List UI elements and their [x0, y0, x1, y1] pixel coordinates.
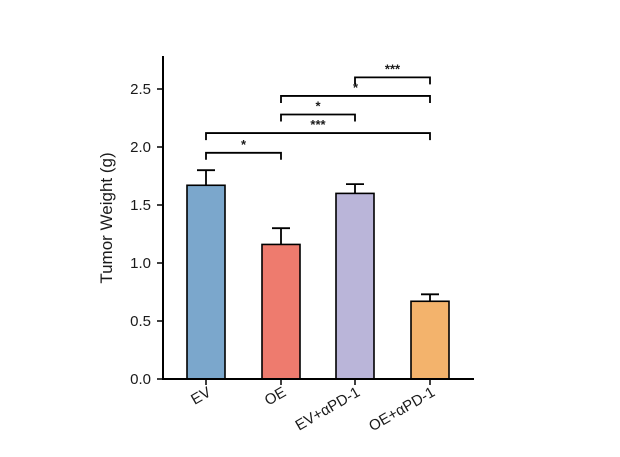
bar-2: [335, 192, 375, 380]
significance-bracket: [280, 95, 431, 103]
y-axis-title: Tumor Weight (g): [97, 152, 116, 283]
x-category-label: EV: [188, 384, 214, 409]
bar-3: [410, 300, 450, 380]
y-tick-label: 1.0: [130, 255, 151, 272]
significance-label: *: [353, 80, 359, 95]
y-tick-label: 1.5: [130, 197, 151, 214]
significance-label: ***: [385, 61, 401, 76]
x-category-label: OE: [262, 384, 289, 410]
significance-bracket: [280, 113, 356, 122]
y-tick-label: 0.0: [130, 371, 151, 388]
x-category-label: EV+αPD-1: [292, 384, 363, 435]
x-category-label: OE+αPD-1: [366, 384, 438, 435]
bar-0: [186, 184, 226, 380]
significance-bracket: [205, 132, 431, 141]
y-tick-label: 2.5: [130, 81, 151, 98]
significance-bracket: [205, 151, 282, 160]
significance-bracket: [354, 76, 431, 85]
bar-1: [261, 243, 301, 380]
y-tick-label: 2.0: [130, 139, 151, 156]
significance-label: *: [315, 99, 321, 114]
significance-label: ***: [310, 117, 326, 132]
y-tick-label: 0.5: [130, 313, 151, 330]
significance-label: *: [241, 137, 247, 152]
